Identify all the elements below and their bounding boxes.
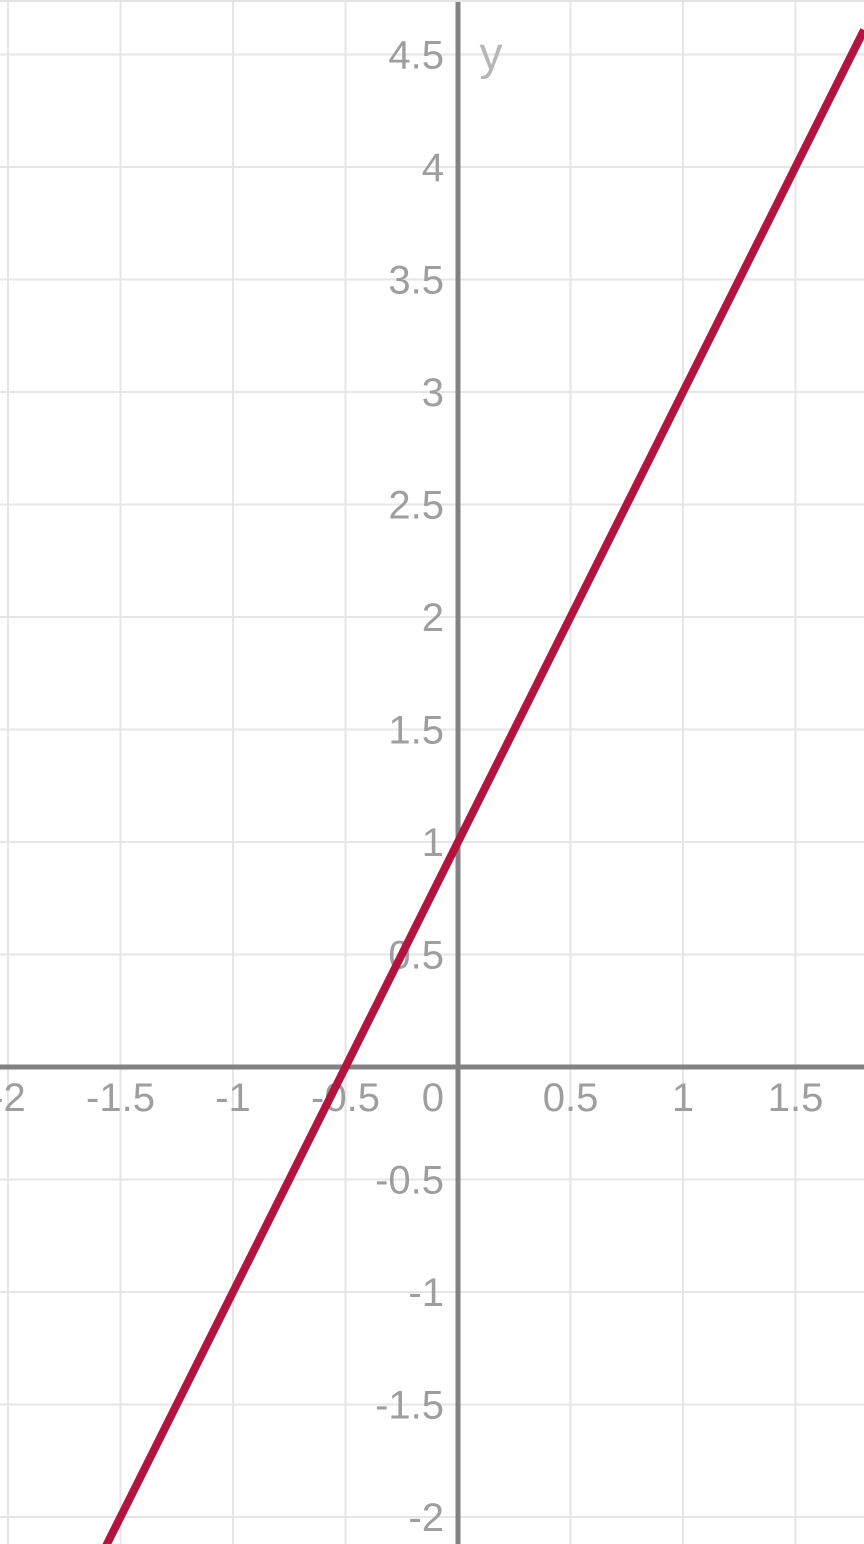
y-tick-label: 2 — [422, 596, 444, 640]
x-tick-label: -1 — [215, 1076, 251, 1120]
y-tick-label: -1 — [408, 1271, 444, 1315]
y-tick-label: 3 — [422, 371, 444, 415]
x-tick-label: -1.5 — [86, 1076, 155, 1120]
y-tick-label: 2.5 — [388, 483, 444, 527]
top-edge-divider — [0, 0, 864, 2]
x-tick-label: 1 — [672, 1076, 694, 1120]
x-tick-label: 0.5 — [543, 1076, 599, 1120]
function-line[interactable] — [0, 28, 864, 1544]
y-tick-label: 1 — [422, 821, 444, 865]
y-tick-label: 4.5 — [388, 33, 444, 77]
x-tick-label: -2 — [0, 1076, 26, 1120]
x-tick-label: 1.5 — [768, 1076, 824, 1120]
y-tick-label: -2 — [408, 1496, 444, 1540]
y-tick-label: -1.5 — [375, 1383, 444, 1427]
y-tick-label: 1.5 — [388, 708, 444, 752]
y-tick-label: 4 — [422, 146, 444, 190]
y-tick-label: -0.5 — [375, 1158, 444, 1202]
origin-label: 0 — [422, 1076, 444, 1120]
y-tick-label: 3.5 — [388, 258, 444, 302]
y-axis-title: y — [480, 27, 503, 79]
